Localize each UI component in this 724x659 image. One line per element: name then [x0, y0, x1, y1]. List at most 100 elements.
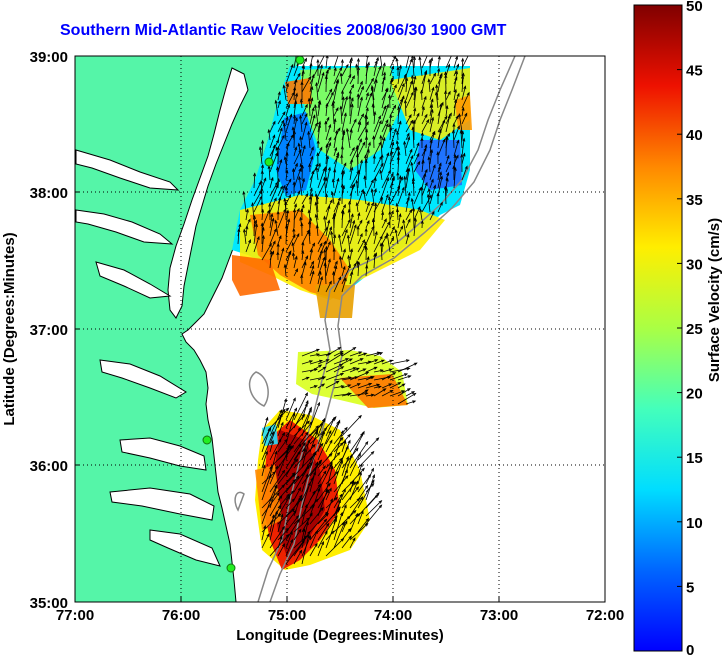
velocity-vector-head [372, 135, 376, 140]
velocity-vector [357, 376, 374, 381]
velocity-vector-head [315, 81, 319, 86]
velocity-vector-head [315, 162, 319, 167]
velocity-vector-head [279, 158, 283, 163]
velocity-vector [381, 137, 386, 149]
map-grid [75, 56, 605, 602]
velocity-vector-head [416, 112, 420, 117]
velocity-vector [396, 209, 399, 221]
velocity-vector-head [299, 162, 303, 167]
map-title: Southern Mid-Atlantic Raw Velocities 200… [60, 22, 507, 39]
velocity-vector [317, 227, 328, 245]
velocity-vector [357, 352, 367, 357]
velocity-vector-head [394, 228, 398, 233]
velocity-vector [298, 143, 303, 165]
velocity-vector [365, 220, 370, 229]
velocity-vector-head [333, 234, 337, 239]
velocity-vector-head [379, 134, 383, 139]
velocity-vector-head [375, 56, 379, 61]
velocity-vector [245, 209, 249, 221]
velocity-vector-head [258, 145, 262, 150]
velocity-vector [389, 105, 396, 117]
velocity-vector [365, 352, 380, 357]
velocity-vector-head [312, 114, 316, 119]
velocity-vector-head [374, 79, 378, 84]
velocity-vector [413, 206, 421, 221]
velocity-vector-head [329, 88, 333, 93]
velocity-vector-head [275, 465, 278, 470]
velocity-vector-head [343, 504, 347, 509]
velocity-vector [357, 212, 360, 221]
velocity-vector [309, 353, 320, 357]
velocity-vector [373, 359, 385, 365]
velocity-vector [261, 498, 272, 525]
velocity-vector [317, 383, 325, 389]
velocity-vector [386, 233, 391, 253]
velocity-vector [261, 235, 265, 253]
colorbar-tick-label: 15 [686, 450, 703, 467]
velocity-vector-head [344, 469, 348, 474]
velocity-vector [373, 376, 391, 381]
velocity-vector-head [347, 218, 351, 223]
velocity-vector-head [292, 114, 297, 119]
velocity-vector-head [303, 447, 307, 452]
velocity-vector [309, 427, 327, 445]
velocity-vector-head [318, 120, 322, 125]
velocity-vector-head [341, 521, 345, 526]
velocity-vector-head [459, 129, 463, 134]
velocity-vector-head [281, 484, 286, 488]
velocity-vector-head [358, 121, 362, 126]
velocity-vector [349, 496, 363, 517]
velocity-vector [349, 170, 360, 189]
velocity-vector-head [284, 201, 288, 206]
velocity-vector-head [334, 265, 338, 270]
velocity-vector [325, 417, 335, 437]
velocity-vector-head [302, 528, 306, 533]
velocity-vector [333, 197, 341, 213]
velocity-vector-head [284, 186, 288, 191]
velocity-vector-head [469, 50, 471, 53]
velocity-vector [428, 79, 431, 93]
velocity-vector-head [271, 250, 275, 255]
velocity-vector [269, 466, 278, 485]
velocity-vector-head [347, 433, 351, 438]
velocity-vector-head [382, 62, 386, 67]
velocity-vector [349, 249, 353, 261]
velocity-vector-head [333, 416, 337, 420]
velocity-vector-head [385, 232, 390, 237]
velocity-vector-head [396, 66, 400, 71]
velocity-vector-head [317, 483, 321, 488]
velocity-vector [395, 229, 399, 245]
velocity-vector [261, 178, 267, 189]
velocity-vector-head [397, 382, 402, 386]
velocity-vector [269, 228, 277, 245]
velocity-vector [253, 181, 262, 197]
velocity-vector-head [339, 436, 344, 441]
velocity-vector [453, 89, 457, 101]
velocity-vector [276, 147, 279, 157]
velocity-vector [285, 114, 292, 133]
velocity-vector-head [334, 146, 338, 151]
velocity-vector [293, 392, 308, 421]
velocity-vector [373, 79, 378, 93]
velocity-vector [317, 463, 333, 493]
velocity-vector-head [379, 235, 383, 240]
velocity-vector [301, 65, 305, 77]
velocity-vector-head [274, 450, 278, 455]
velocity-vector-head [397, 150, 401, 155]
velocity-vector-head [359, 219, 363, 224]
velocity-vector [277, 185, 286, 205]
velocity-vector [277, 496, 290, 517]
velocity-vector [292, 168, 295, 181]
velocity-vector [389, 56, 396, 69]
chesapeake-bay [167, 67, 249, 319]
velocity-vector [317, 531, 328, 549]
velocity-vector-head [358, 414, 362, 419]
velocity-vector [357, 121, 369, 141]
velocity-vector [429, 211, 435, 221]
velocity-vector [357, 389, 369, 397]
velocity-vector [269, 408, 289, 429]
velocity-vector-head [294, 162, 298, 167]
velocity-vector [397, 375, 411, 381]
velocity-vector-head [462, 152, 466, 157]
velocity-vector [317, 513, 329, 525]
